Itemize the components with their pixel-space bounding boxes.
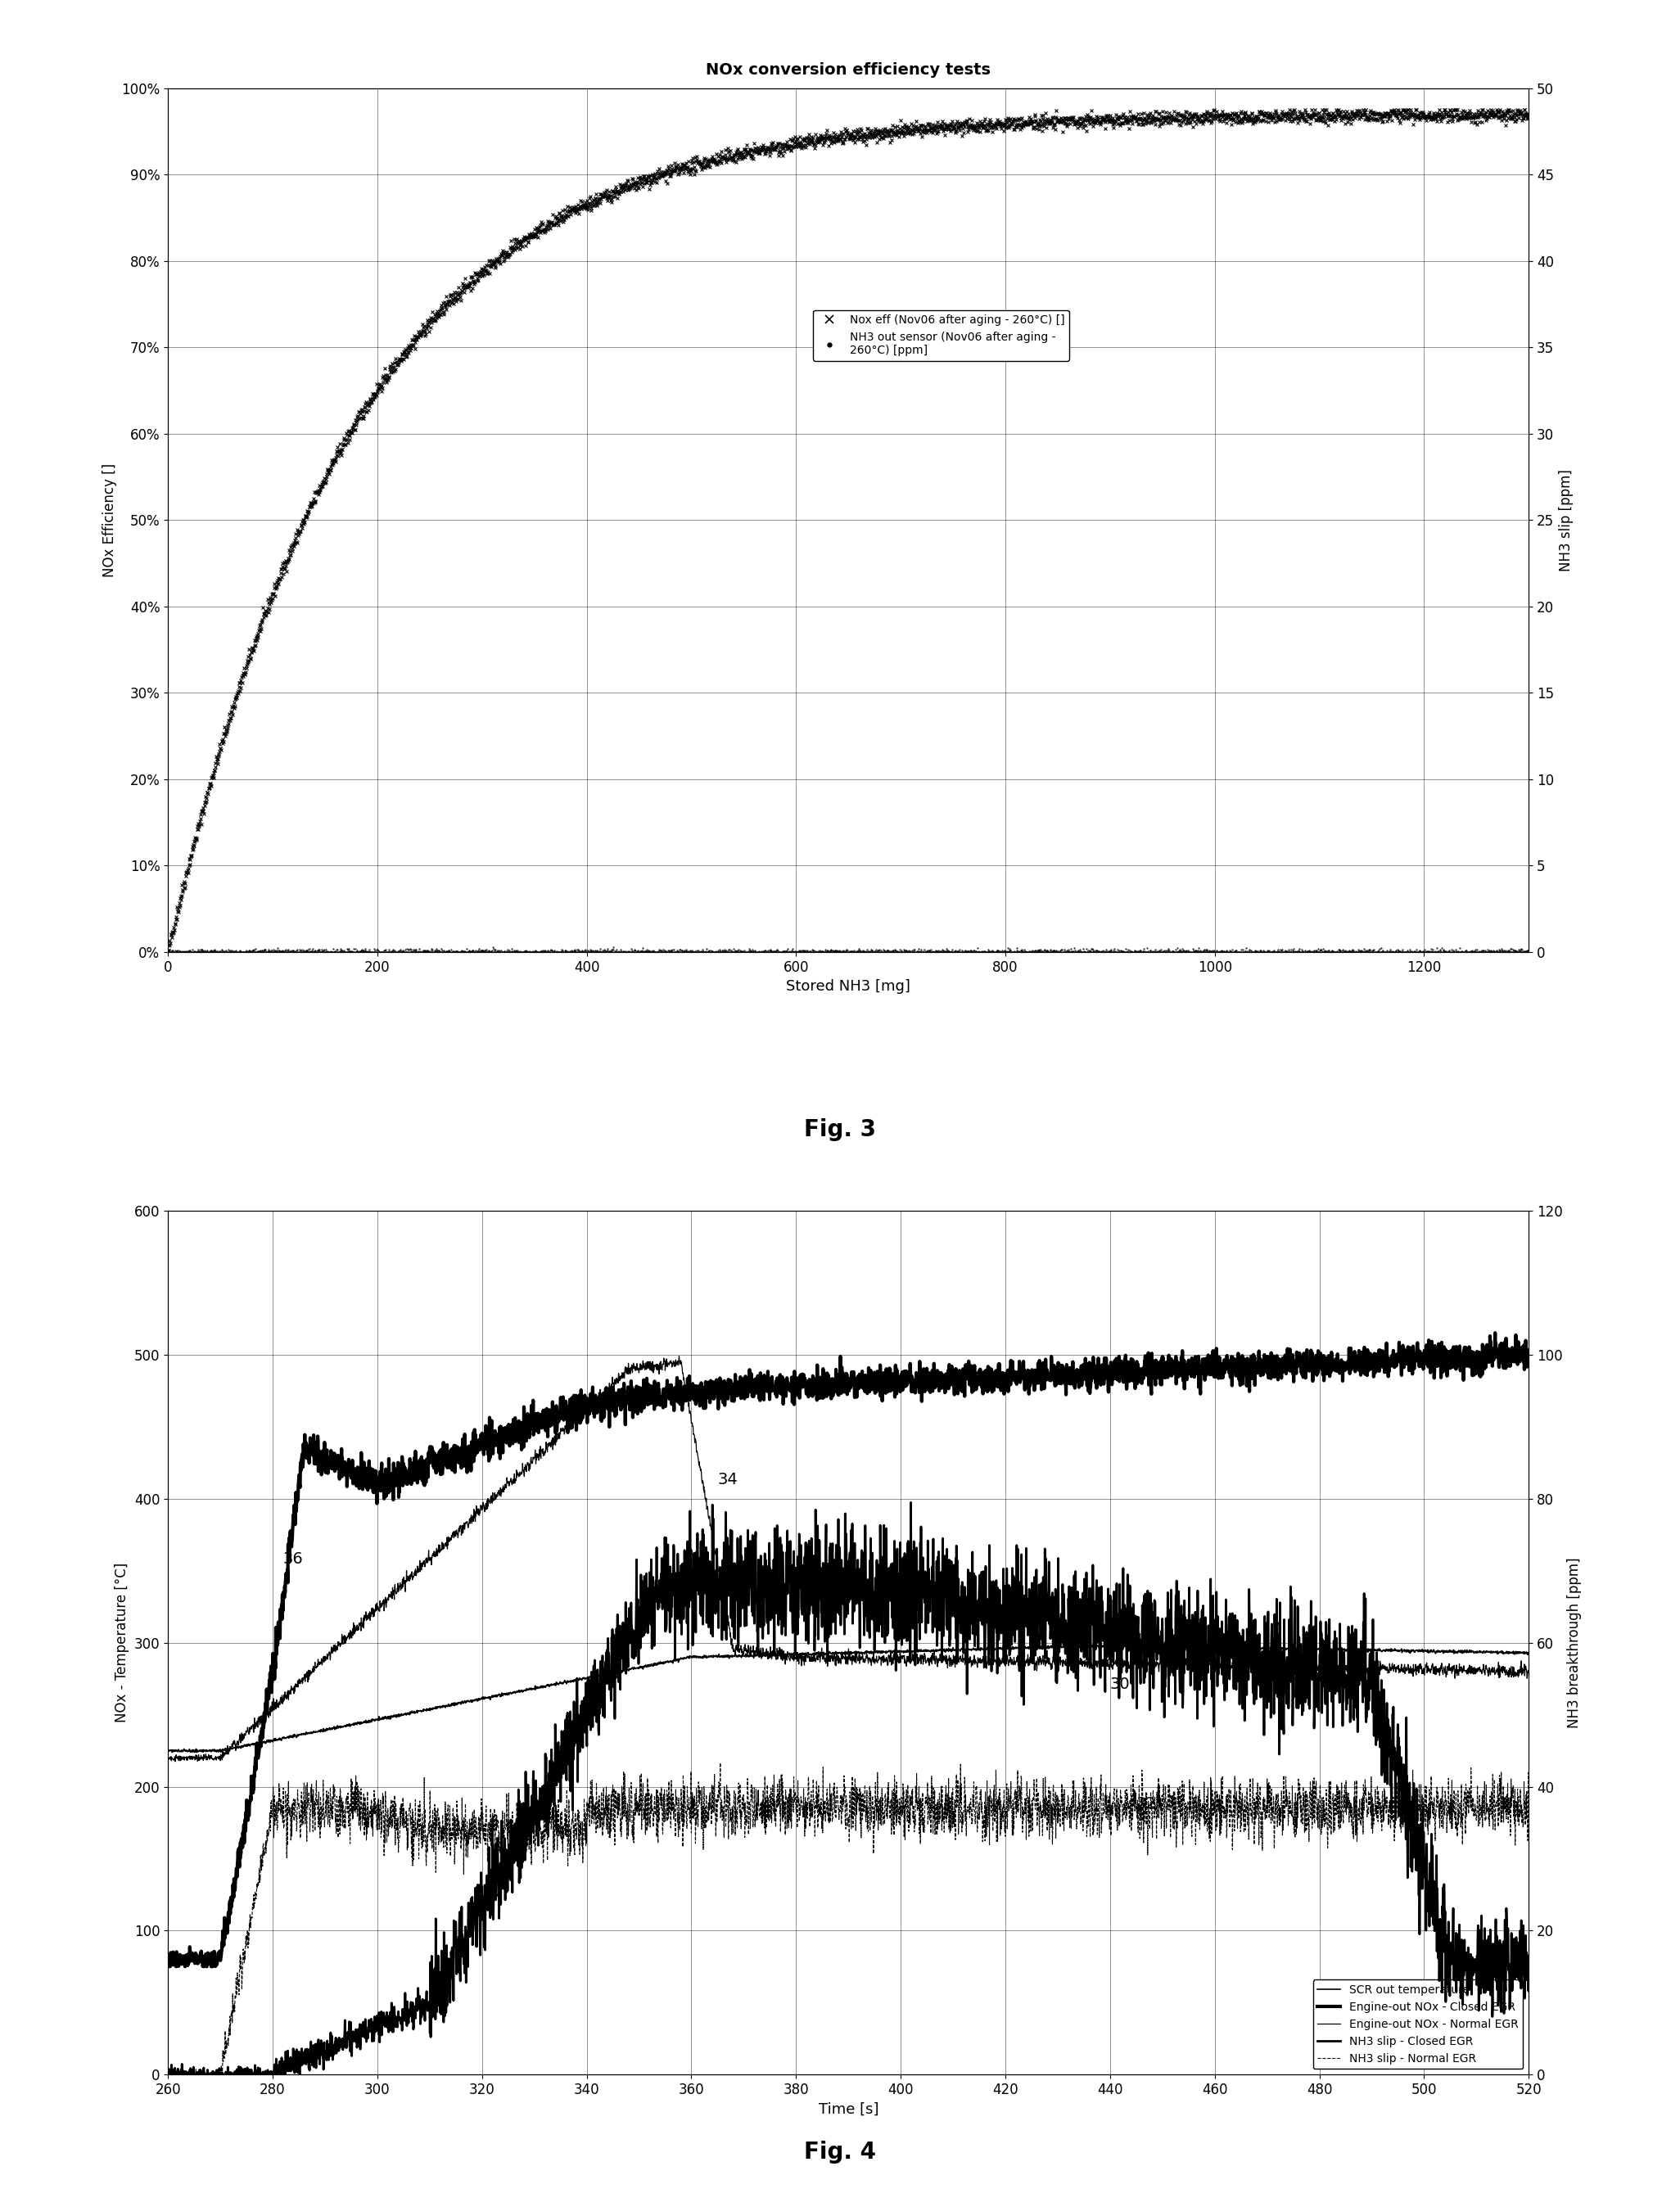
Title: NOx conversion efficiency tests: NOx conversion efficiency tests [706, 62, 991, 77]
Text: Fig. 4: Fig. 4 [805, 2141, 875, 2163]
Y-axis label: NOx - Temperature [°C]: NOx - Temperature [°C] [114, 1563, 129, 1724]
Y-axis label: NH3 slip [ppm]: NH3 slip [ppm] [1559, 468, 1574, 572]
Text: 36: 36 [284, 1552, 304, 1567]
X-axis label: Time [s]: Time [s] [818, 2101, 879, 2117]
Legend: SCR out temperature, Engine-out NOx - Closed EGR, Engine-out NOx - Normal EGR, N: SCR out temperature, Engine-out NOx - Cl… [1312, 1980, 1524, 2068]
Text: 34: 34 [717, 1472, 738, 1488]
Text: 32: 32 [1136, 1796, 1156, 1812]
Text: 30: 30 [1110, 1677, 1131, 1693]
Y-axis label: NOx Efficiency []: NOx Efficiency [] [102, 463, 118, 576]
Text: Fig. 3: Fig. 3 [805, 1119, 875, 1141]
Text: 38: 38 [927, 1580, 948, 1596]
Y-axis label: NH3 breakthrough [ppm]: NH3 breakthrough [ppm] [1567, 1558, 1583, 1728]
X-axis label: Stored NH3 [mg]: Stored NH3 [mg] [786, 980, 911, 993]
Legend: Nox eff (Nov06 after aging - 260°C) [], NH3 out sensor (Nov06 after aging -
260°: Nox eff (Nov06 after aging - 260°C) [], … [813, 309, 1068, 360]
